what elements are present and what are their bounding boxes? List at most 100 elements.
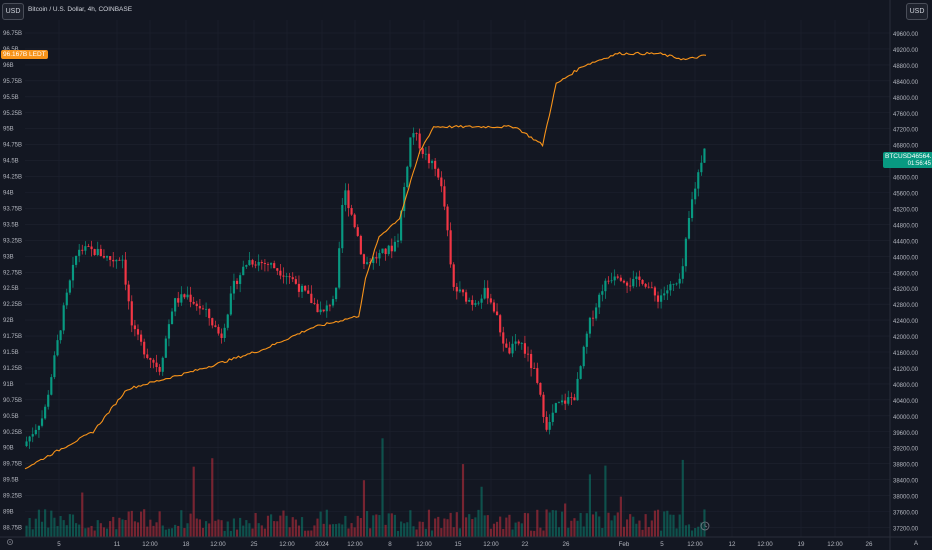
left-axis-tick-label: 89.5B <box>3 478 19 484</box>
volume-bar <box>93 530 96 537</box>
candle-body <box>359 235 362 255</box>
volume-bar <box>635 523 638 537</box>
left-axis-tick-label: 92B <box>3 318 14 324</box>
candle <box>62 302 65 335</box>
volume-bar <box>270 514 273 537</box>
volume-bar <box>164 529 167 537</box>
candle <box>403 182 406 218</box>
candle-body <box>499 315 502 333</box>
candle-body <box>375 257 378 259</box>
volume-bar <box>446 519 449 537</box>
time-axis-tick-label: 12:00 <box>416 541 432 548</box>
candle <box>393 236 396 253</box>
volume-bar <box>232 518 236 537</box>
candle <box>59 330 62 344</box>
volume-bar <box>440 528 443 537</box>
volume-bar <box>409 510 412 537</box>
candle <box>579 365 582 380</box>
volume-bar <box>158 511 161 537</box>
volume-bar <box>28 518 31 537</box>
candle <box>359 234 362 256</box>
volume-bar <box>378 515 381 537</box>
volume-bar <box>167 528 171 537</box>
candle <box>588 316 592 338</box>
candle-body <box>406 166 409 188</box>
candle <box>607 276 610 285</box>
candle <box>152 358 155 369</box>
candle-body <box>660 295 663 302</box>
candle-body <box>239 275 242 284</box>
candle-body <box>396 240 400 242</box>
candle-body <box>282 275 285 277</box>
volume-bar <box>251 528 254 537</box>
candle-body <box>570 397 573 398</box>
gear-icon[interactable] <box>7 539 13 546</box>
candle <box>591 310 595 327</box>
left-axis-tick-label: 94.25B <box>3 175 22 181</box>
volume-bar <box>477 509 480 537</box>
time-axis-tick-label: 2024 <box>315 541 329 548</box>
volume-bar <box>591 514 595 537</box>
right-axis-tick-label: 44400.00 <box>893 239 919 245</box>
volume-bar <box>573 518 576 537</box>
goto-realtime-icon[interactable] <box>700 521 710 531</box>
left-currency-button[interactable]: USD <box>2 3 24 20</box>
candle <box>31 427 34 443</box>
right-axis-tick-label: 44000.00 <box>893 255 919 261</box>
candle-body <box>118 259 121 261</box>
volume-bar <box>650 520 653 537</box>
auto-scale-icon[interactable]: A <box>914 541 918 547</box>
candle <box>539 382 542 397</box>
left-axis-tick-label: 94.5B <box>3 159 19 165</box>
time-axis-tick-label: 12:00 <box>687 541 703 548</box>
right-currency-button[interactable]: USD <box>906 3 928 20</box>
candle <box>495 303 499 316</box>
candle-body <box>548 421 551 430</box>
right-axis-tick-label: 38000.00 <box>893 495 919 501</box>
right-axis-tick-label: 41200.00 <box>893 367 919 373</box>
candle <box>647 282 650 289</box>
time-axis-tick-label: 12:00 <box>827 541 843 548</box>
candle-body <box>551 412 554 422</box>
volume-bar <box>279 515 282 537</box>
overlay-series-line <box>24 51 707 470</box>
candle-body <box>700 162 703 173</box>
candle-body <box>201 308 205 310</box>
left-axis-tick-label: 90B <box>3 446 14 452</box>
candle <box>189 286 192 308</box>
volume-bar <box>557 527 561 537</box>
candle-body <box>511 343 514 354</box>
candle <box>130 295 133 333</box>
candle-body <box>183 294 186 298</box>
volume-bar <box>152 525 155 537</box>
volume-bar <box>489 528 492 537</box>
volume-bar <box>34 518 37 537</box>
volume-bar <box>186 523 189 537</box>
candle <box>341 198 344 253</box>
candle-body <box>115 259 118 262</box>
candle-body <box>40 418 44 426</box>
volume-bar <box>130 510 133 537</box>
volume-bar <box>195 518 198 537</box>
candle-body <box>437 168 440 178</box>
volume-bar <box>344 515 347 537</box>
candle <box>598 292 601 315</box>
candle <box>248 252 251 266</box>
candle <box>434 158 437 177</box>
candle <box>50 374 53 396</box>
left-axis-tick-label: 96B <box>3 63 14 69</box>
candle-body <box>217 326 220 334</box>
candle-body <box>149 357 152 360</box>
current-price-tag: BTCUSD 46564.23 01:56:45 <box>883 152 932 168</box>
candle-body <box>273 263 276 269</box>
candle-body <box>25 441 28 447</box>
candle-body <box>251 260 254 265</box>
candle-body <box>384 248 387 255</box>
volume-bar <box>40 521 44 537</box>
candle-body <box>533 368 536 369</box>
candle-body <box>610 280 613 282</box>
candle <box>331 295 335 308</box>
candle <box>678 273 681 289</box>
candle-body <box>170 311 174 325</box>
